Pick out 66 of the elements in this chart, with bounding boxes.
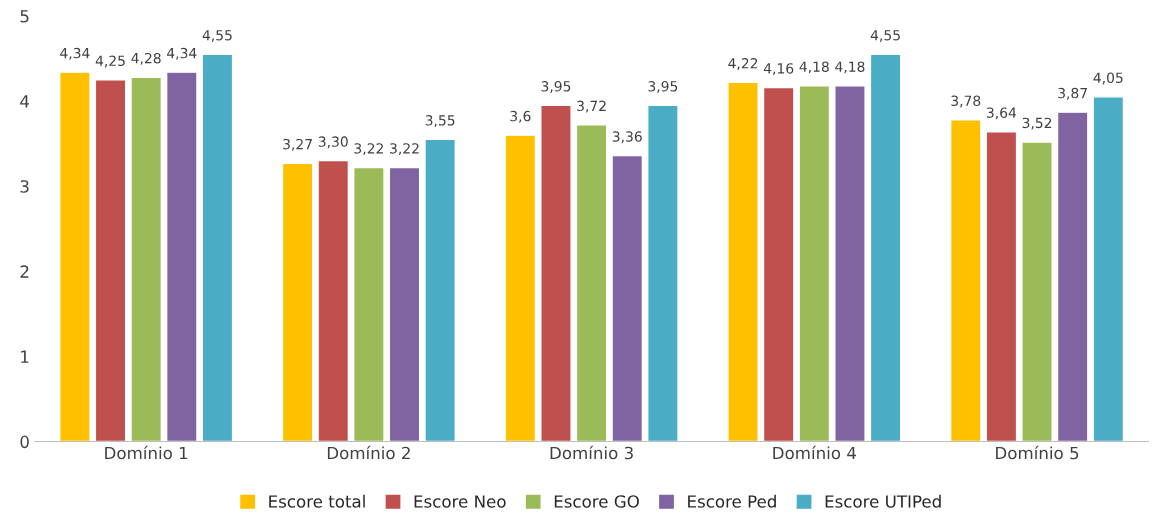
- bar: [504, 134, 537, 442]
- bar: [130, 76, 162, 442]
- bar: [1056, 111, 1089, 442]
- x-tick-label: Domínio 2: [327, 445, 410, 460]
- data-label: 3,78: [951, 95, 981, 108]
- data-label: 3,6: [510, 110, 531, 123]
- bar: [317, 159, 350, 442]
- data-label: 4,25: [95, 55, 125, 68]
- x-tick-label: Domínio 5: [996, 445, 1079, 460]
- y-tick-label: 3: [20, 180, 29, 193]
- bar: [1021, 141, 1053, 442]
- bar: [201, 53, 234, 442]
- data-label: 3,55: [425, 115, 455, 127]
- bar: [949, 119, 982, 442]
- bar: [1092, 96, 1125, 442]
- bar: [281, 162, 314, 442]
- y-tick-label: 5: [20, 10, 29, 23]
- bar: [540, 104, 572, 442]
- data-label: 4,28: [131, 52, 161, 65]
- data-label: 4,18: [799, 61, 829, 74]
- legend-label: Escore total: [269, 494, 365, 508]
- legend-label: Escore GO: [554, 495, 639, 508]
- bar: [611, 154, 644, 442]
- y-tick-label: 4: [20, 95, 29, 108]
- data-label: 4,05: [1093, 72, 1123, 85]
- bar: [834, 85, 866, 442]
- y-tick-label: 0: [20, 435, 29, 449]
- x-tick-label: Domínio 3: [550, 445, 633, 460]
- bar: [424, 138, 456, 442]
- legend-label: Escore UTIPed: [825, 494, 941, 508]
- data-label: 4,34: [167, 47, 197, 60]
- bar: [165, 71, 198, 442]
- data-label: 3,72: [577, 100, 606, 113]
- bar: [869, 53, 902, 442]
- bar: [985, 131, 1018, 442]
- legend-label: Escore Neo: [414, 495, 506, 508]
- bar: [647, 104, 679, 442]
- bar: [94, 79, 127, 442]
- bar: [59, 71, 91, 442]
- legend-label: Escore Ped: [688, 494, 776, 508]
- x-tick-label: Domínio 1: [105, 445, 188, 460]
- data-label: 3,22: [390, 143, 419, 156]
- y-tick-label: 2: [20, 265, 29, 278]
- data-label: 4,55: [870, 30, 900, 42]
- data-label: 3,95: [648, 81, 678, 93]
- data-label: 3,52: [1022, 117, 1052, 130]
- bar: [727, 81, 759, 442]
- data-label: 4,18: [835, 61, 865, 74]
- data-label: 3,30: [318, 136, 348, 149]
- data-label: 3,27: [283, 138, 312, 151]
- data-label: 3,36: [612, 131, 642, 144]
- data-label: 4,22: [728, 58, 758, 70]
- y-tick-label: 1: [21, 350, 29, 363]
- data-label: 3,64: [987, 107, 1017, 120]
- data-label: 3,87: [1058, 87, 1087, 100]
- data-label: 3,95: [541, 81, 571, 93]
- data-label: 4,34: [60, 47, 90, 60]
- data-label: 4,16: [763, 63, 794, 76]
- bar: [388, 166, 421, 442]
- data-label: 3,22: [354, 143, 383, 156]
- bar: [798, 85, 831, 442]
- data-label: 4,55: [202, 30, 232, 42]
- bar: [762, 86, 795, 442]
- x-tick-label: Domínio 4: [773, 445, 856, 460]
- bar: [353, 166, 385, 442]
- bar: [575, 124, 608, 442]
